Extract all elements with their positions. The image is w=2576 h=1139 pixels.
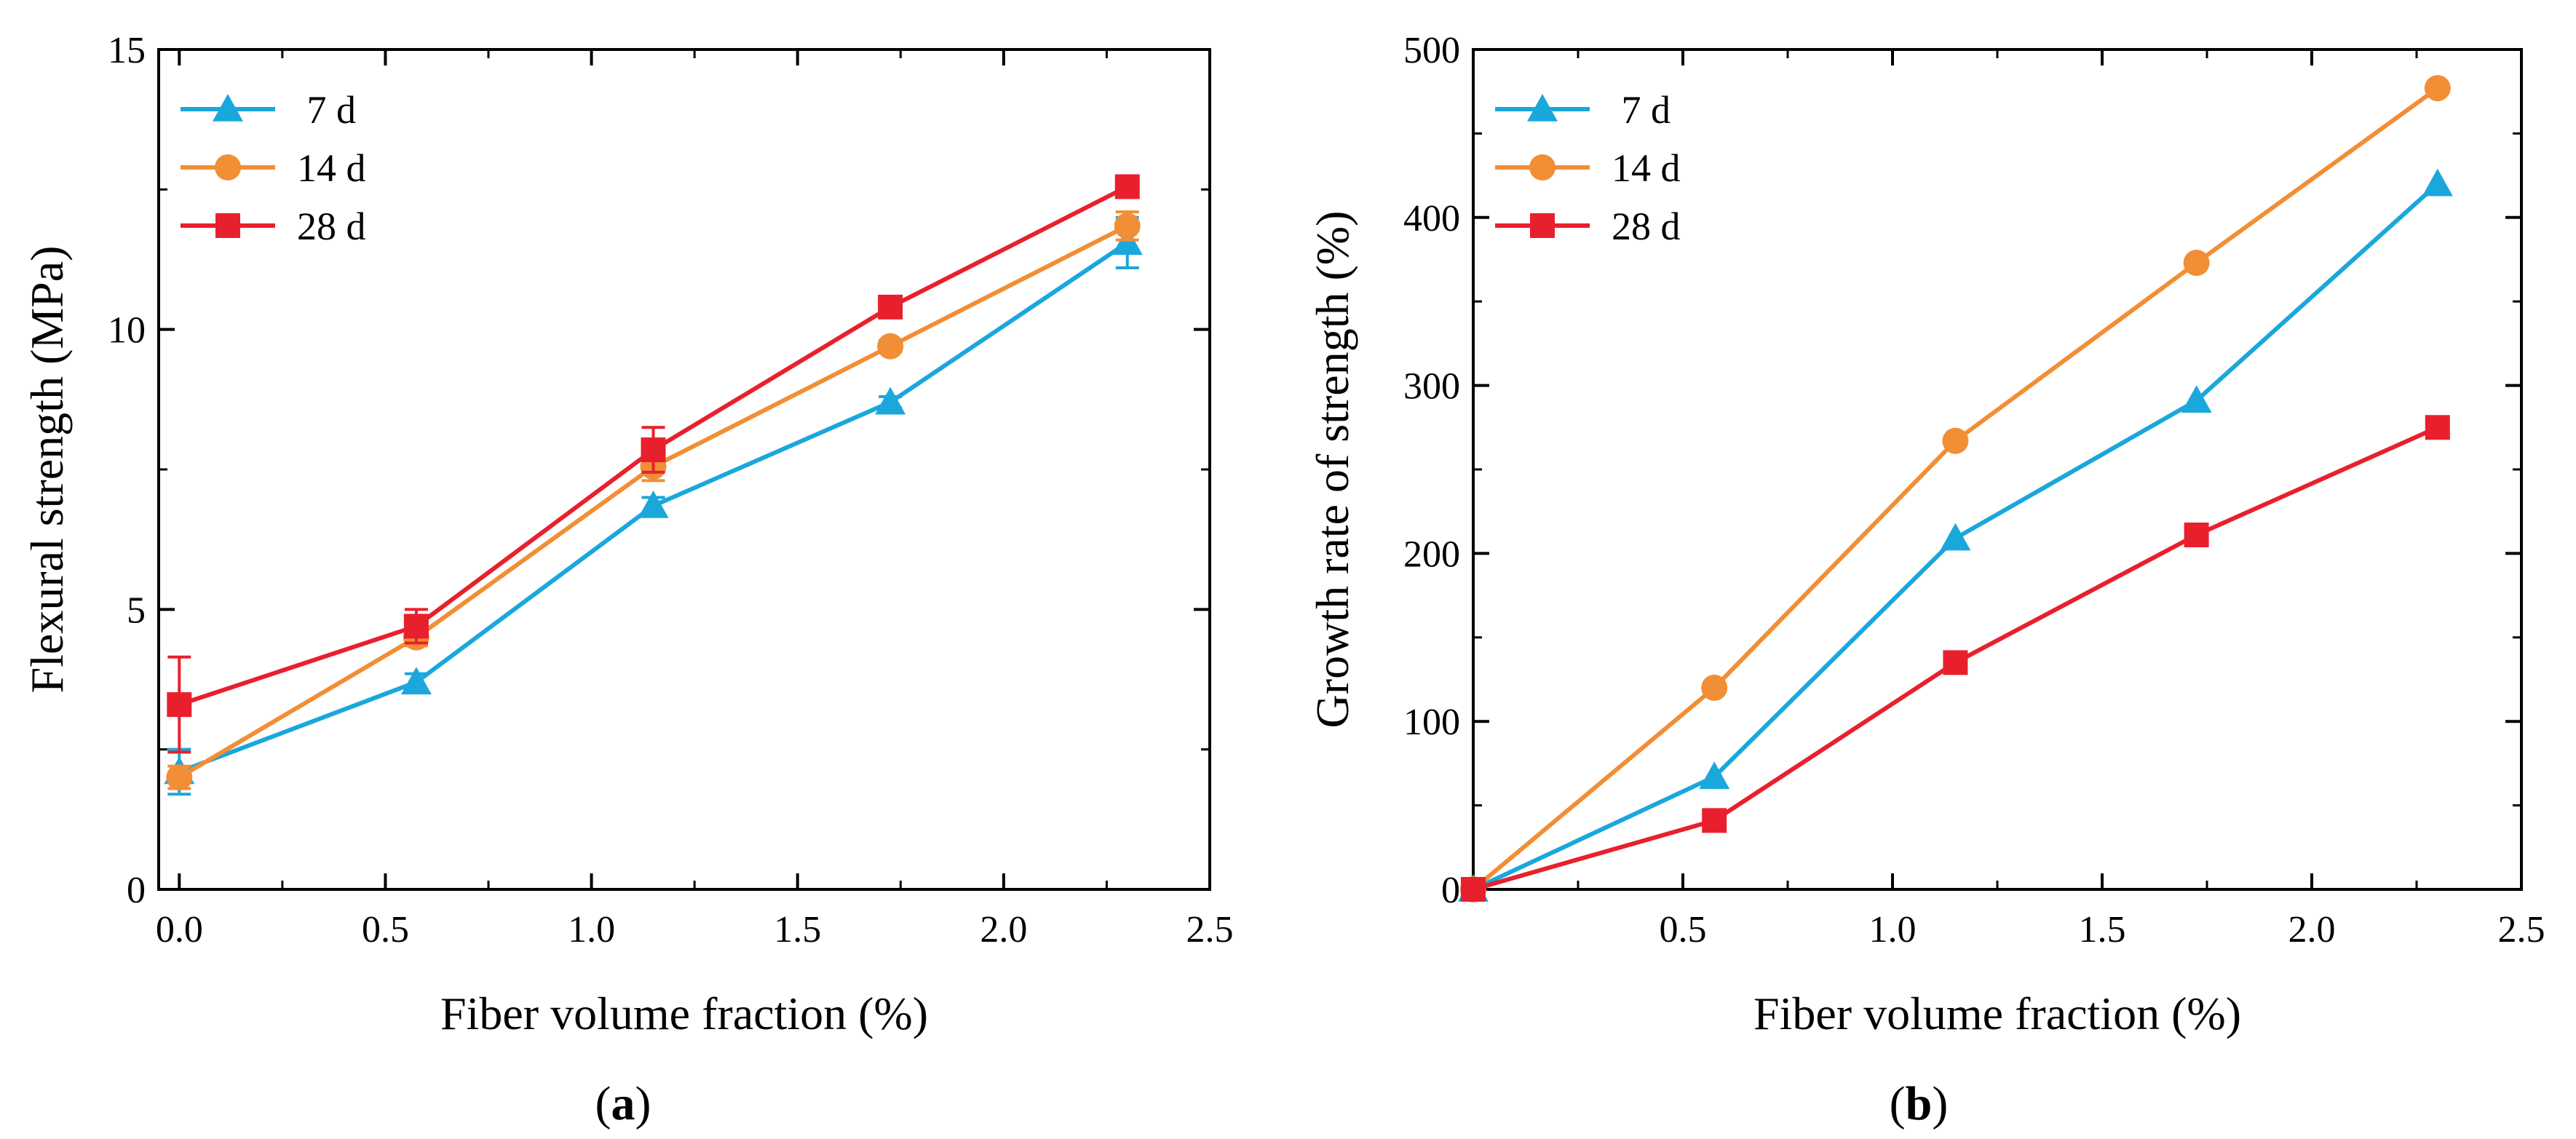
series-28-d <box>1461 415 2450 902</box>
x-tick-label: 2.0 <box>2288 909 2336 951</box>
data-point <box>877 333 904 360</box>
y-tick-label: 5 <box>127 590 146 631</box>
data-point <box>1942 427 1969 454</box>
data-point <box>400 667 432 695</box>
data-point <box>1702 808 1727 833</box>
series-7-d <box>164 215 1143 796</box>
x-tick-label: 2.0 <box>980 909 1027 951</box>
data-point <box>1461 877 1486 902</box>
y-tick-label: 500 <box>1403 30 1460 71</box>
legend: 7 d 14 d 28 d <box>1495 88 1681 248</box>
y-axis-title: Flexural strength (MPa) <box>21 246 73 694</box>
legend-label: 7 d <box>1612 88 1671 132</box>
data-point <box>1114 213 1141 239</box>
y-tick-label: 200 <box>1403 533 1460 575</box>
x-tick-label: 1.5 <box>2079 909 2126 951</box>
data-point <box>1940 523 1971 551</box>
legend-label: 7 d <box>297 88 356 132</box>
data-point <box>403 614 429 639</box>
data-point <box>2424 75 2451 102</box>
data-point <box>2422 168 2453 197</box>
chart-panel-a: 0.0 0.5 1.0 1.5 2.0 2.5 0 5 10 15 Fiber volume fra… <box>21 30 1234 1039</box>
x-tick-label: 1.0 <box>568 909 615 951</box>
y-tick-label: 300 <box>1403 366 1460 408</box>
data-point <box>167 692 192 718</box>
data-point <box>1943 650 1968 675</box>
y-axis-title: Growth rate of strength (%) <box>1307 211 1358 729</box>
legend-marker <box>1527 94 1558 122</box>
panel-caption-b: (b) <box>1890 1077 1949 1130</box>
x-tick-label: 2.5 <box>2498 909 2545 951</box>
x-tick-label: 1.0 <box>1869 909 1917 951</box>
legend-label: 28 d <box>1612 205 1681 248</box>
data-point <box>2183 250 2210 277</box>
y-tick-label: 100 <box>1403 702 1460 743</box>
data-point <box>2181 385 2212 413</box>
data-point <box>1114 174 1140 199</box>
data-point <box>641 437 666 463</box>
data-point <box>1701 675 1728 702</box>
data-point <box>1699 761 1730 790</box>
legend-marker <box>213 94 243 122</box>
series-28-d <box>167 174 1140 754</box>
chart-panel-b: 0.5 1.0 1.5 2.0 2.5 0 100 200 300 400 500 Fiber vol… <box>1307 30 2545 1039</box>
legend-marker <box>1529 154 1555 180</box>
legend-label: 28 d <box>297 205 366 248</box>
x-tick-label: 0.5 <box>1660 909 1707 951</box>
legend-marker <box>1530 213 1555 238</box>
legend-label: 14 d <box>1612 146 1681 190</box>
y-tick-label: 0 <box>127 870 146 911</box>
x-axis-title: Fiber volume fraction (%) <box>440 988 928 1039</box>
data-point <box>638 491 669 518</box>
x-axis-title: Fiber volume fraction (%) <box>1753 988 2241 1039</box>
legend-marker <box>215 154 241 180</box>
series-7-d <box>1458 168 2453 902</box>
data-point <box>878 294 903 320</box>
data-point <box>166 764 193 791</box>
data-point <box>2425 415 2450 440</box>
data-point <box>875 386 906 415</box>
x-tick-label: 1.5 <box>774 909 821 951</box>
panel-caption-a: (a) <box>595 1077 651 1130</box>
x-tick-label: 2.5 <box>1186 909 1234 951</box>
legend: 7 d 14 d 28 d <box>181 88 366 248</box>
y-tick-label: 10 <box>108 310 146 352</box>
y-tick-label: 0 <box>1441 870 1460 911</box>
y-tick-label: 400 <box>1403 198 1460 239</box>
x-tick-label: 0.0 <box>156 909 203 951</box>
data-point <box>2184 523 2209 548</box>
legend-label: 14 d <box>297 146 366 190</box>
x-tick-label: 0.5 <box>362 909 409 951</box>
y-tick-label: 15 <box>108 30 146 71</box>
legend-marker <box>215 213 240 238</box>
